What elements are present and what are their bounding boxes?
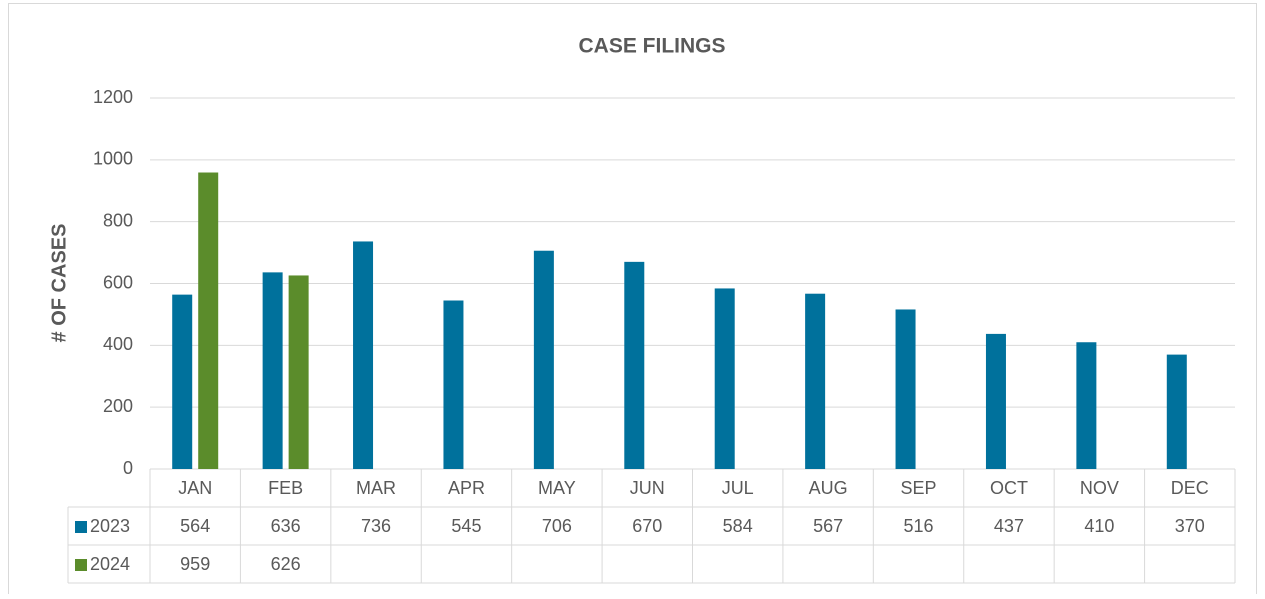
legend-label: 2023 [90, 516, 130, 536]
chart-title: CASE FILINGS [578, 35, 725, 58]
table-value: 516 [904, 516, 934, 536]
table-value: 736 [361, 516, 391, 536]
bar [895, 309, 916, 469]
x-tick-label: JUL [722, 478, 754, 498]
bar [624, 261, 645, 469]
table-value: 626 [271, 554, 301, 574]
bar [353, 241, 374, 469]
x-tick-label: AUG [809, 478, 848, 498]
x-tick-label: OCT [990, 478, 1028, 498]
legend-label: 2024 [90, 554, 130, 574]
bar [198, 172, 219, 470]
x-tick-label: NOV [1080, 478, 1119, 498]
bar [288, 275, 309, 469]
x-tick-label: APR [448, 478, 485, 498]
table-value: 437 [994, 516, 1024, 536]
table-value: 410 [1084, 516, 1114, 536]
table-value: 370 [1175, 516, 1205, 536]
bar [443, 300, 464, 469]
table-value: 959 [180, 554, 210, 574]
y-axis-label: # OF CASES [48, 224, 70, 343]
y-tick-label: 200 [103, 396, 133, 416]
bar [262, 272, 283, 469]
table-value: 706 [542, 516, 572, 536]
table-value: 636 [271, 516, 301, 536]
x-tick-label: SEP [901, 478, 937, 498]
table-value: 564 [180, 516, 210, 536]
bar [1166, 354, 1187, 469]
table-value: 670 [632, 516, 662, 536]
legend-key [75, 521, 87, 533]
table-value: 567 [813, 516, 843, 536]
bar [805, 293, 826, 469]
bar [172, 294, 193, 469]
x-tick-label: JAN [178, 478, 212, 498]
bar [714, 288, 735, 469]
x-tick-label: JUN [630, 478, 665, 498]
y-tick-label: 1200 [93, 87, 133, 107]
x-tick-label: DEC [1171, 478, 1209, 498]
legend-key [75, 559, 87, 571]
y-tick-label: 1000 [93, 149, 133, 169]
bar [985, 333, 1006, 469]
y-tick-label: 800 [103, 210, 133, 230]
bar [533, 250, 554, 469]
x-tick-label: MAY [538, 478, 576, 498]
table-value: 545 [451, 516, 481, 536]
x-tick-label: FEB [268, 478, 303, 498]
x-tick-label: MAR [356, 478, 396, 498]
y-tick-label: 600 [103, 272, 133, 292]
bar [1076, 342, 1097, 469]
y-tick-label: 400 [103, 334, 133, 354]
y-tick-label: 0 [123, 458, 133, 478]
table-value: 584 [723, 516, 753, 536]
